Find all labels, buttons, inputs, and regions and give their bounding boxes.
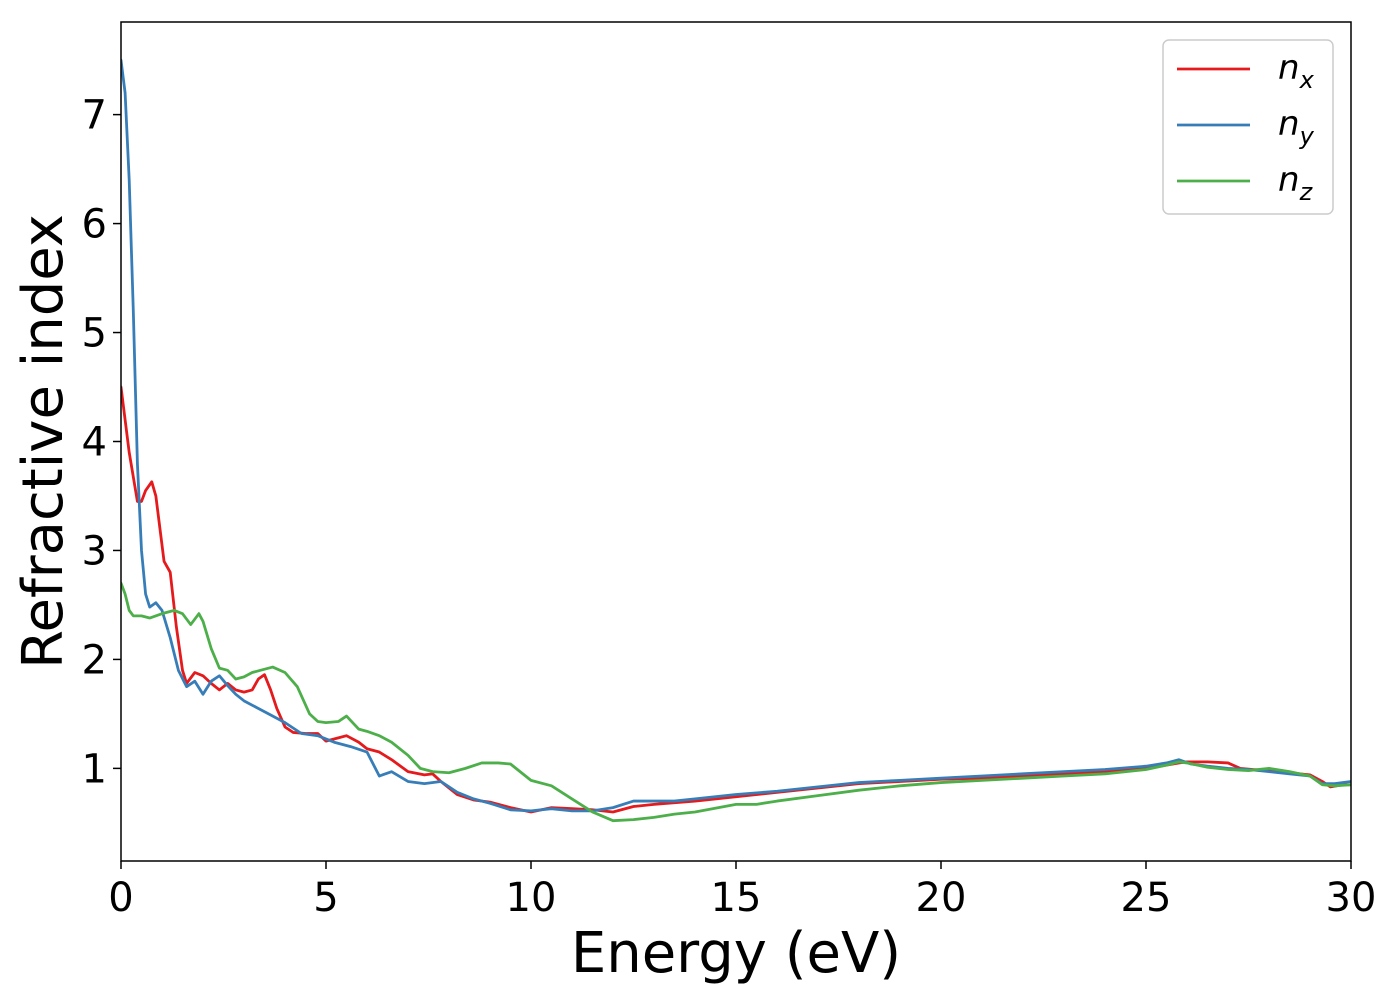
- x-tick-label: 25: [1121, 875, 1172, 921]
- x-tick-label: 5: [313, 875, 338, 921]
- series-line-nx: [121, 385, 1351, 814]
- y-tick-label: 3: [82, 528, 107, 574]
- series-line-ny: [121, 58, 1351, 813]
- series-line-nz: [121, 581, 1351, 823]
- legend-label-nx: nx: [1278, 48, 1315, 94]
- y-tick-label: 4: [82, 420, 107, 466]
- ticks-layer: 0 5 10 15 20 25 30 1 2 3 4 5 6 7: [82, 93, 1377, 921]
- y-tick-label: 5: [82, 311, 107, 357]
- y-tick-label: 1: [82, 746, 107, 792]
- x-tick-label: 20: [916, 875, 967, 921]
- series-layer: [121, 58, 1351, 823]
- legend-label-nz: nz: [1278, 160, 1314, 206]
- x-tick-label: 30: [1326, 875, 1377, 921]
- legend-box: [1162, 39, 1334, 215]
- x-tick-label: 15: [711, 875, 762, 921]
- legend: nx ny nz: [1162, 39, 1334, 215]
- x-axis-label: Energy (eV): [571, 921, 901, 986]
- y-axis-label: Refractive index: [11, 214, 76, 669]
- y-tick-label: 6: [82, 202, 107, 248]
- legend-label-ny: ny: [1278, 104, 1315, 150]
- y-tick-label: 2: [82, 637, 107, 683]
- x-tick-label: 10: [506, 875, 557, 921]
- x-tick-label: 0: [108, 875, 133, 921]
- y-tick-label: 7: [82, 93, 107, 139]
